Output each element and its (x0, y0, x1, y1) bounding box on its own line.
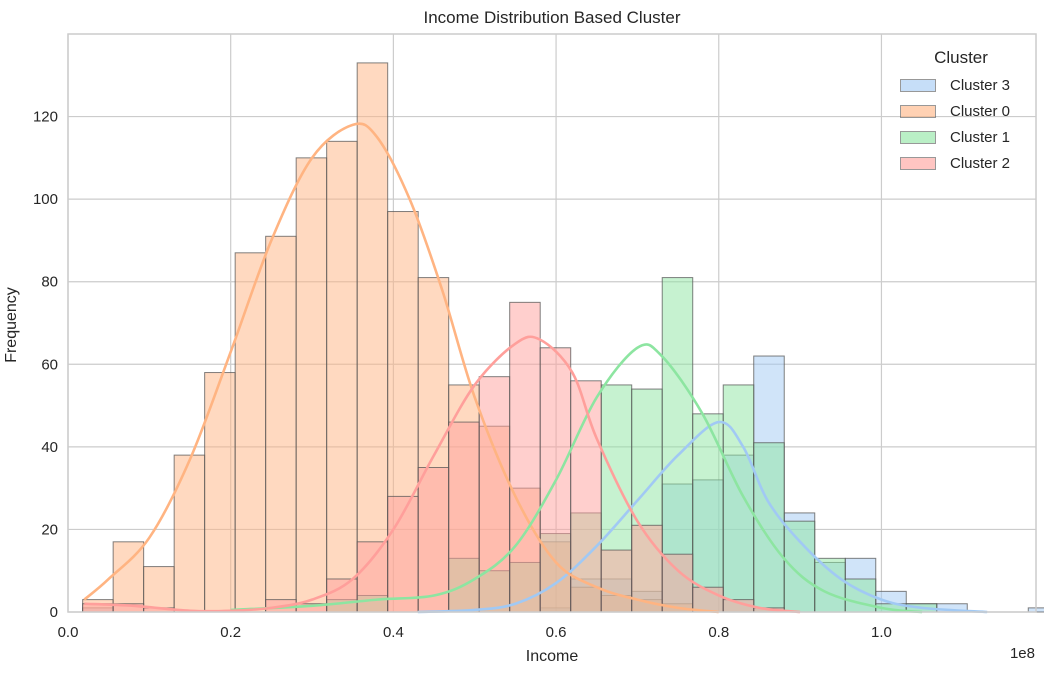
y-tick-label: 120 (33, 109, 58, 126)
histogram-bar (234, 252, 267, 613)
kde-line-cluster-0 (83, 122, 719, 614)
legend-label: Cluster 1 (950, 128, 1011, 146)
histogram-bar (478, 376, 511, 613)
x-tick-label: 0.8 (708, 624, 729, 641)
legend-label: Cluster 0 (950, 102, 1011, 120)
histogram-bar (600, 549, 633, 613)
kde-line-cluster-1 (230, 343, 923, 614)
histogram-bar (143, 566, 175, 613)
y-axis-label: Frequency (3, 287, 20, 363)
histogram-bar (783, 520, 816, 613)
x-axis-offset-label: 1e8 (1009, 645, 1035, 662)
histogram-bar (295, 157, 328, 613)
x-tick-label: 0.2 (220, 624, 241, 641)
histogram-bar (173, 454, 206, 613)
y-tick-label: 60 (41, 356, 58, 373)
y-tick-label: 20 (41, 521, 58, 538)
legend-item-cluster-0: Cluster 0 (880, 98, 1030, 124)
x-axis-label: Income (525, 648, 579, 665)
legend-title: Cluster (934, 48, 988, 67)
legend-item-cluster-2: Cluster 2 (880, 150, 1030, 176)
x-tick-label: 0.6 (546, 624, 567, 641)
histogram-bar (753, 442, 785, 613)
y-tick-label: 0 (50, 604, 58, 621)
histogram-bar (661, 553, 694, 613)
plot-frame (67, 33, 1037, 613)
histogram-bar (326, 578, 358, 613)
kde-line-cluster-3 (417, 420, 988, 614)
y-tick-label: 40 (41, 439, 58, 456)
histogram-bar (814, 557, 846, 613)
histogram-bar (417, 467, 450, 613)
legend-swatch (900, 78, 936, 92)
kde-curves (83, 122, 988, 614)
histogram-bar (631, 524, 663, 613)
x-tick-label: 1.0 (871, 624, 892, 641)
y-tick-label: 80 (41, 274, 58, 291)
histogram-bar (722, 384, 755, 613)
legend-item-cluster-1: Cluster 1 (880, 124, 1030, 150)
legend-label: Cluster 3 (950, 76, 1011, 94)
y-tick-label: 100 (33, 191, 58, 208)
histogram-bar (326, 140, 358, 613)
legend-swatch (900, 130, 936, 144)
legend-label: Cluster 2 (950, 154, 1011, 172)
chart-title: Income Distribution Based Cluster (423, 8, 681, 27)
kde-line-cluster-2 (84, 335, 801, 614)
axes (67, 33, 1037, 613)
x-tick-label: 0.0 (58, 624, 79, 641)
histogram-bar (356, 62, 389, 613)
x-tick-label: 0.4 (383, 624, 404, 641)
histogram-bar (509, 301, 541, 613)
tick-labels: 0.0 0.2 0.4 0.6 0.8 1.0 0 20 40 60 80 100 120 (33, 109, 892, 641)
legend-item-cluster-3: Cluster 3 (880, 72, 1030, 98)
legend-swatch (900, 156, 936, 170)
legend: Cluster Cluster 3 Cluster 0 Cluster 1 Cl… (880, 48, 1030, 176)
histogram-bar (265, 235, 297, 613)
legend-swatch (900, 104, 936, 118)
